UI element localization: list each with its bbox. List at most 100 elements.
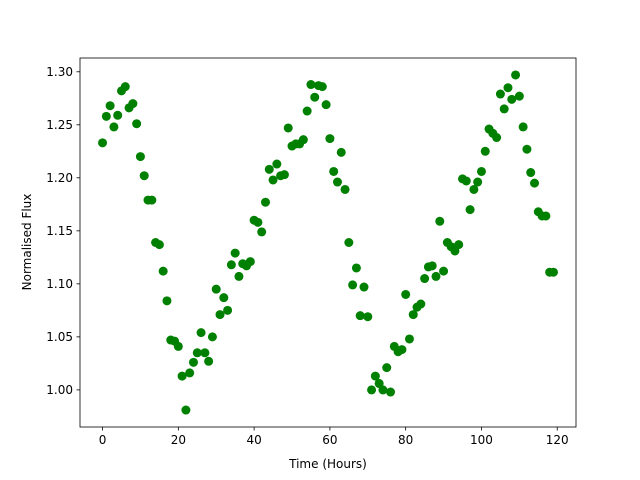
point [257,227,267,237]
y-tick-label: 1.00 [46,383,73,397]
point [340,184,350,194]
point [359,282,369,292]
point [302,106,312,116]
point [132,119,142,129]
point [348,280,358,290]
point [530,178,540,188]
point [336,147,346,157]
point [507,94,517,104]
point [306,80,316,90]
point [260,197,270,207]
point [363,312,373,322]
point [329,166,339,176]
point [230,248,240,258]
point [469,184,479,194]
point [511,70,521,80]
point [298,135,308,145]
point [514,91,524,101]
point [541,211,551,221]
point [355,311,365,321]
point [427,261,437,271]
point [386,387,396,397]
point [128,99,138,109]
point [351,263,361,273]
plot-frame [79,57,577,428]
point [139,171,149,181]
point [476,166,486,176]
point [204,356,214,366]
x-tick-label: 100 [470,433,493,447]
point [382,363,392,373]
y-axis-label: Normalised Flux [20,194,34,291]
point [234,271,244,281]
point [522,144,532,154]
point [147,195,157,205]
point [420,274,430,284]
point [253,217,263,227]
point [499,104,509,114]
point [397,345,407,355]
point [101,111,111,121]
point [495,89,505,99]
point [461,176,471,186]
point [105,101,115,111]
point [185,368,195,378]
x-tick-label: 20 [171,433,186,447]
point [367,385,377,395]
point [120,82,130,92]
x-axis-label: Time (Hours) [288,457,367,471]
point [454,240,464,250]
point [223,305,233,315]
point [344,238,354,247]
point [226,260,236,270]
point [416,299,426,309]
point [109,122,119,132]
x-tick-label: 80 [398,433,413,447]
x-tick-label: 120 [546,433,569,447]
point [370,371,380,381]
point [439,266,449,276]
point [317,82,327,92]
point [465,205,475,215]
point [492,133,502,143]
point [181,405,191,415]
point [518,122,528,132]
y-tick-label: 1.25 [46,118,73,132]
x-tick-label: 0 [99,433,107,447]
point [162,296,172,306]
point [192,348,202,358]
point [207,332,217,342]
point [526,168,536,178]
point [283,123,293,133]
point [279,170,289,180]
point [200,348,210,358]
point [268,175,278,185]
point [211,284,221,294]
point [473,177,483,187]
point [113,110,123,120]
point [219,293,229,303]
point [435,216,445,226]
y-tick-label: 1.30 [46,65,73,79]
point [332,177,342,187]
point [548,267,558,277]
point [480,146,490,156]
point [401,289,411,299]
point [408,310,418,320]
point [321,100,331,110]
point [173,341,183,351]
point [158,266,168,276]
y-tick-label: 1.05 [46,330,73,344]
y-tick-label: 1.20 [46,171,73,185]
point [154,240,164,250]
y-tick-label: 1.15 [46,224,73,238]
point [215,310,225,320]
point [310,92,320,102]
point [325,134,335,144]
point [245,257,255,267]
point [98,138,108,148]
point [264,164,274,174]
y-tick-label: 1.10 [46,277,73,291]
